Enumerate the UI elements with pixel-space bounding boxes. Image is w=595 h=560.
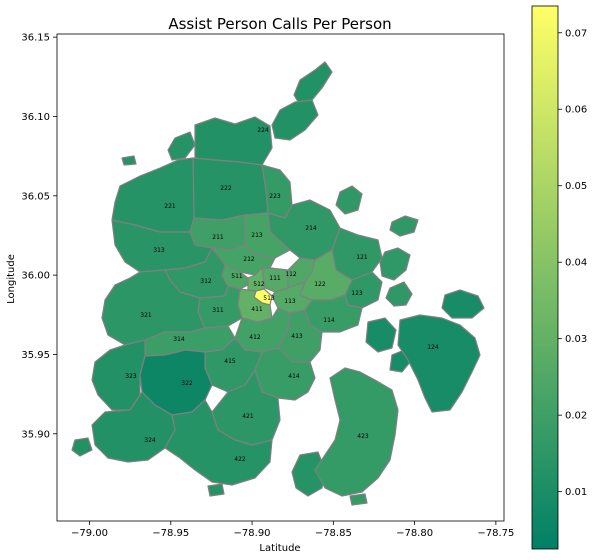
district-224-patch-0 (293, 61, 333, 106)
axes-frame (56, 33, 505, 522)
district-label-413: 413 (291, 333, 303, 340)
district-224 (194, 116, 273, 166)
district-123-patch-7 (385, 281, 413, 307)
district-label-324: 324 (144, 437, 156, 444)
district-label-214: 214 (305, 225, 317, 232)
y-tick-label: 36.15 (21, 33, 50, 44)
district-label-412: 412 (249, 334, 261, 341)
district-label-415: 415 (224, 358, 236, 365)
district-label-121: 121 (356, 254, 368, 261)
colorbar-tick-label: 0.07 (565, 28, 587, 39)
district-423-patch-15 (349, 493, 368, 506)
colorbar-tick-label: 0.03 (565, 334, 587, 345)
district-214-patch-4 (335, 185, 363, 215)
colorbar-tick-label: 0.01 (565, 487, 587, 498)
district-label-211: 211 (212, 234, 224, 241)
district-label-513: 513 (263, 295, 275, 302)
y-tick-label: 36.00 (21, 271, 50, 282)
district-423 (314, 367, 399, 497)
district-label-313: 313 (153, 247, 165, 254)
y-tick-label: 35.95 (21, 350, 50, 361)
district-label-311: 311 (212, 307, 224, 314)
x-axis-title: Latitude (259, 543, 300, 554)
colorbar-tick-label: 0.05 (565, 181, 587, 192)
district-label-323: 323 (125, 373, 137, 380)
district-label-122: 122 (314, 281, 326, 288)
x-tick-label: −78.75 (477, 528, 514, 539)
district-label-221: 221 (164, 203, 176, 210)
y-tick-label: 36.05 (21, 191, 50, 202)
district-422-patch-13 (291, 451, 326, 497)
district-224-patch-1 (271, 99, 319, 141)
x-tick-label: −78.80 (396, 528, 433, 539)
x-tick-label: −78.90 (234, 528, 271, 539)
y-axis-title: Longitude (6, 254, 17, 304)
district-label-512: 512 (253, 281, 265, 288)
chart-title: Assist Person Calls Per Person (168, 15, 391, 33)
district-221 (111, 157, 195, 233)
district-121-patch-5 (389, 215, 419, 237)
district-124-patch-9 (365, 317, 397, 353)
district-label-322: 322 (181, 380, 193, 387)
district-label-312: 312 (200, 278, 212, 285)
y-axis-ticks: 35.90 35.95 36.00 36.05 36.10 36.15 (21, 33, 57, 440)
colorbar-tick-label: 0.02 (565, 411, 587, 422)
district-label-124: 124 (427, 344, 439, 351)
district-label-224: 224 (257, 127, 269, 134)
map-layer: 224 222 223 221 214 213 211 212 121 313 511 111 112 5… (71, 61, 485, 506)
district-label-314: 314 (173, 336, 185, 343)
x-tick-label: −78.95 (152, 528, 189, 539)
colorbar-tick-label: 0.06 (565, 105, 587, 116)
district-121-patch-6 (379, 247, 411, 281)
district-413 (277, 309, 323, 363)
x-tick-label: −79.00 (71, 528, 108, 539)
x-tick-label: −78.85 (315, 528, 352, 539)
district-221-patch-2 (167, 131, 196, 161)
district-211 (189, 214, 246, 251)
district-label-422: 422 (234, 456, 246, 463)
district-label-111: 111 (269, 275, 281, 282)
district-422 (164, 399, 273, 486)
district-label-414: 414 (288, 373, 300, 380)
district-label-411: 411 (251, 306, 263, 313)
district-label-321: 321 (140, 312, 152, 319)
district-323 (91, 339, 146, 411)
colorbar (531, 5, 559, 550)
district-label-112: 112 (285, 271, 297, 278)
district-221-patch-3 (121, 155, 137, 166)
district-label-213: 213 (251, 232, 263, 239)
district-label-123: 123 (351, 290, 363, 297)
district-422-patch-14 (207, 483, 225, 497)
district-label-212: 212 (243, 256, 255, 263)
district-label-222: 222 (220, 185, 232, 192)
district-124-patch-8 (441, 289, 485, 319)
x-axis-ticks: −79.00 −78.95 −78.90 −78.85 −78.80 −78.75 (71, 521, 514, 539)
district-label-113: 113 (284, 298, 296, 305)
district-label-421: 421 (242, 413, 254, 420)
district-label-114: 114 (323, 317, 335, 324)
district-label-223: 223 (269, 193, 281, 200)
district-321 (101, 269, 206, 346)
colorbar-tick-label: 0.04 (565, 258, 587, 269)
district-324-patch-12 (71, 437, 93, 457)
district-label-511: 511 (231, 273, 243, 280)
y-tick-label: 35.90 (21, 429, 50, 440)
district-124 (397, 314, 481, 413)
district-label-423: 423 (357, 433, 369, 440)
colorbar-ticks: 0.01 0.02 0.03 0.04 0.05 0.06 0.07 (558, 28, 587, 498)
y-tick-label: 36.10 (21, 112, 50, 123)
